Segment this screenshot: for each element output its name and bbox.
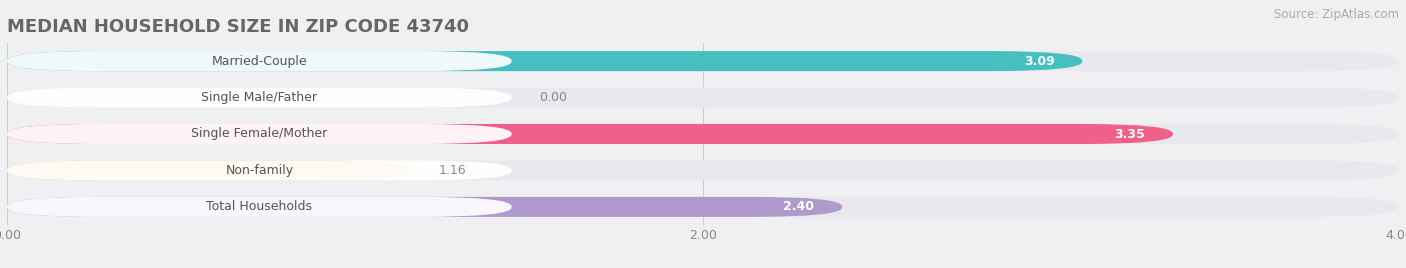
FancyBboxPatch shape [7, 124, 1399, 144]
FancyBboxPatch shape [7, 197, 512, 217]
Text: Non-family: Non-family [225, 164, 294, 177]
Text: Single Male/Father: Single Male/Father [201, 91, 318, 104]
FancyBboxPatch shape [7, 161, 1399, 180]
Text: Married-Couple: Married-Couple [211, 55, 307, 68]
FancyBboxPatch shape [7, 51, 512, 71]
FancyBboxPatch shape [7, 124, 512, 144]
FancyBboxPatch shape [7, 197, 1399, 217]
Text: 0.00: 0.00 [540, 91, 568, 104]
FancyBboxPatch shape [7, 161, 512, 180]
FancyBboxPatch shape [7, 51, 1083, 71]
FancyBboxPatch shape [7, 88, 512, 107]
Text: Source: ZipAtlas.com: Source: ZipAtlas.com [1274, 8, 1399, 21]
Text: 1.16: 1.16 [439, 164, 467, 177]
Text: MEDIAN HOUSEHOLD SIZE IN ZIP CODE 43740: MEDIAN HOUSEHOLD SIZE IN ZIP CODE 43740 [7, 18, 470, 36]
FancyBboxPatch shape [7, 161, 411, 180]
FancyBboxPatch shape [7, 88, 1399, 107]
Text: Single Female/Mother: Single Female/Mother [191, 128, 328, 140]
Text: 3.35: 3.35 [1114, 128, 1144, 140]
Text: 2.40: 2.40 [783, 200, 814, 213]
FancyBboxPatch shape [7, 197, 842, 217]
Text: 3.09: 3.09 [1024, 55, 1054, 68]
FancyBboxPatch shape [7, 124, 1173, 144]
Text: Total Households: Total Households [207, 200, 312, 213]
FancyBboxPatch shape [7, 51, 1399, 71]
